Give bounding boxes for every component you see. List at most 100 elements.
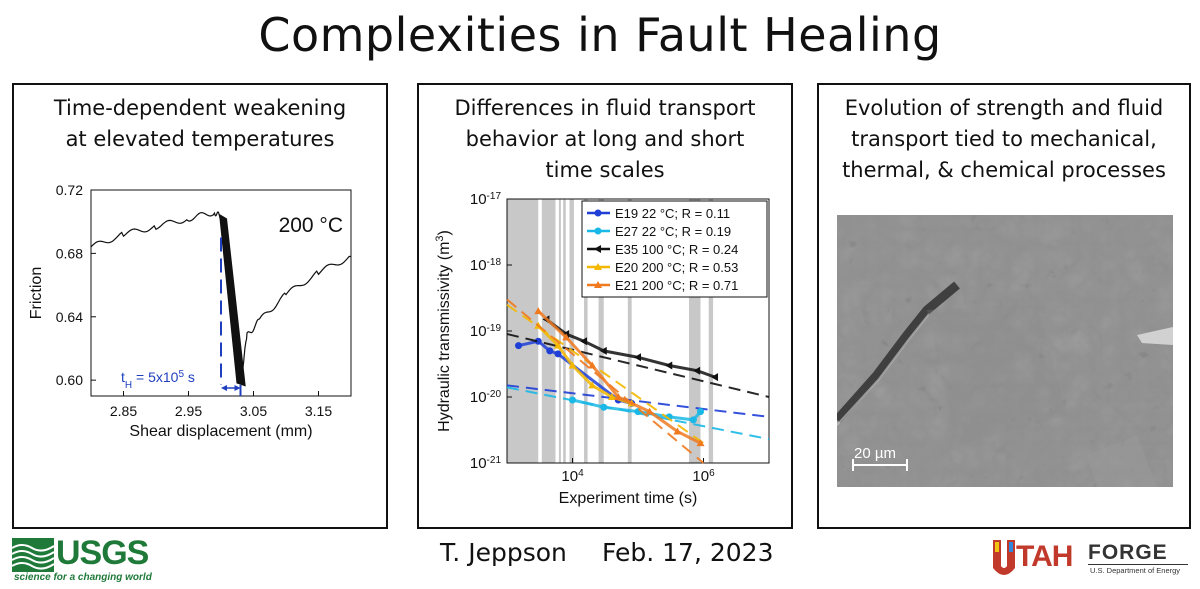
data-point [693,366,701,375]
temperature-annotation: 200 °C [279,214,343,237]
y-tick-label: 0.60 [56,372,83,388]
data-point [634,353,641,362]
scale-bar-label: 20 µm [854,445,896,462]
data-point [711,373,719,382]
data-point [665,361,673,370]
panel-title: Evolution of strength and fluid transpor… [825,93,1183,186]
y-tick-label: 10-19 [470,323,502,341]
y-tick-label: 0.68 [56,245,83,261]
y-tick-label: 10-17 [470,191,502,209]
panel-title-line: at elevated temperatures [65,127,335,151]
x-axis-label: Experiment time (s) [559,490,698,507]
panel-title-line: Evolution of strength and fluid [844,96,1164,120]
data-point [546,347,554,355]
shaded-interval [598,199,604,463]
legend-entry: E21 200 °C; R = 0.71 [615,278,738,293]
data-point [515,342,523,350]
panel-title-line: time scales [545,158,665,182]
usgs-tagline: science for a changing world [14,572,152,583]
plot-frame [90,189,352,397]
data-point [599,346,607,355]
panel-title-line: Differences in fluid transport [454,96,756,120]
fit-line [506,298,705,464]
author: T. Jeppson [440,538,567,567]
data-point [600,403,608,411]
sem-micrograph [837,215,1173,487]
panel-title-line: transport tied to mechanical, [851,127,1157,151]
data-point [569,396,576,404]
data-point [689,416,697,424]
legend-entry: E35 100 °C; R = 0.24 [615,242,738,257]
data-point [568,361,577,369]
shaded-interval [627,199,632,463]
page-title: Complexities in Fault Healing [258,8,942,62]
panel-title-line: behavior at long and short [465,127,745,151]
data-point [534,307,543,315]
y-axis-label: Friction [28,267,45,319]
panel-transport: Differences in fluid transport behavior … [417,83,793,529]
utah-wordmark: TAH [1016,540,1073,573]
date: Feb. 17, 2023 [602,538,774,567]
y-tick-label: 10-20 [470,389,502,407]
shaded-interval [584,199,588,463]
legend-box [581,200,768,298]
fit-line [506,384,770,418]
x-tick-label: 104 [561,468,584,486]
x-tick-label: 2.95 [175,403,202,419]
y-tick-label: 10-21 [470,455,502,473]
hold-arrowhead-right [234,385,241,391]
panel-title: Differences in fluid transport behavior … [425,93,785,186]
hold-duration-label: tH = 5x105 s [121,369,195,391]
data-point [562,333,571,341]
shaded-interval [708,199,714,463]
y-tick-label: 0.64 [56,309,83,325]
utah-forge-logo[interactable]: TAH FORGE U.S. Department of Energy [992,538,1192,584]
data-point [697,408,705,416]
legend-marker [594,227,602,235]
x-axis-label: Shear displacement (mm) [129,423,312,440]
usgs-wordmark: USGS [56,534,149,572]
legend-entry: E27 22 °C; R = 0.19 [615,224,731,239]
series-line [537,324,633,405]
series-line [545,318,716,379]
usgs-logo[interactable]: USGS science for a changing world [12,534,152,584]
x-tick-label: 3.15 [305,403,332,419]
panel-title: Time-dependent weakening at elevated tem… [20,93,380,155]
data-point [614,393,623,400]
forge-wordmark: FORGE [1088,541,1168,564]
data-point [673,427,682,435]
data-point [554,350,562,358]
x-tick-label: 3.05 [240,403,267,419]
panel-weakening: Time-dependent weakening at elevated tem… [12,83,388,529]
shaded-interval [507,199,539,463]
legend-entry: E19 22 °C; R = 0.11 [615,206,730,221]
data-point [645,407,654,415]
legend-marker [594,263,602,270]
doe-text: U.S. Department of Energy [1090,566,1181,575]
hold-relaxation-band [219,213,246,387]
usgs-wave-icon [12,538,54,572]
panel-title-line: Time-dependent weakening [53,96,347,120]
transmissivity-chart: 10-17 10-18 10-19 10-20 10-21 104 106 Experimen… [434,191,770,507]
data-point [588,381,597,389]
y-tick-label: 10-18 [470,257,502,275]
data-point [588,361,597,369]
friction-chart: 0.60 0.64 0.68 0.72 2.85 2.95 3.05 3.15 Shear di… [28,182,352,440]
data-point [696,439,705,447]
legend-entry: E20 200 °C; R = 0.53 [615,260,738,275]
shaded-interval [688,199,701,463]
legend-marker [594,245,601,253]
fit-line [506,333,770,398]
panel-evolution: Evolution of strength and fluid transpor… [817,83,1191,529]
x-tick-label: 2.85 [110,403,137,419]
data-point [534,337,542,345]
legend-marker [594,209,602,217]
data-point [553,341,562,349]
x-tick-label: 106 [692,468,715,486]
y-tick-label: 0.72 [56,182,83,198]
hold-arrowhead-left [221,385,227,391]
data-point [580,337,588,346]
legend-marker [594,281,602,288]
shaded-interval [569,199,574,463]
data-point [607,393,616,400]
